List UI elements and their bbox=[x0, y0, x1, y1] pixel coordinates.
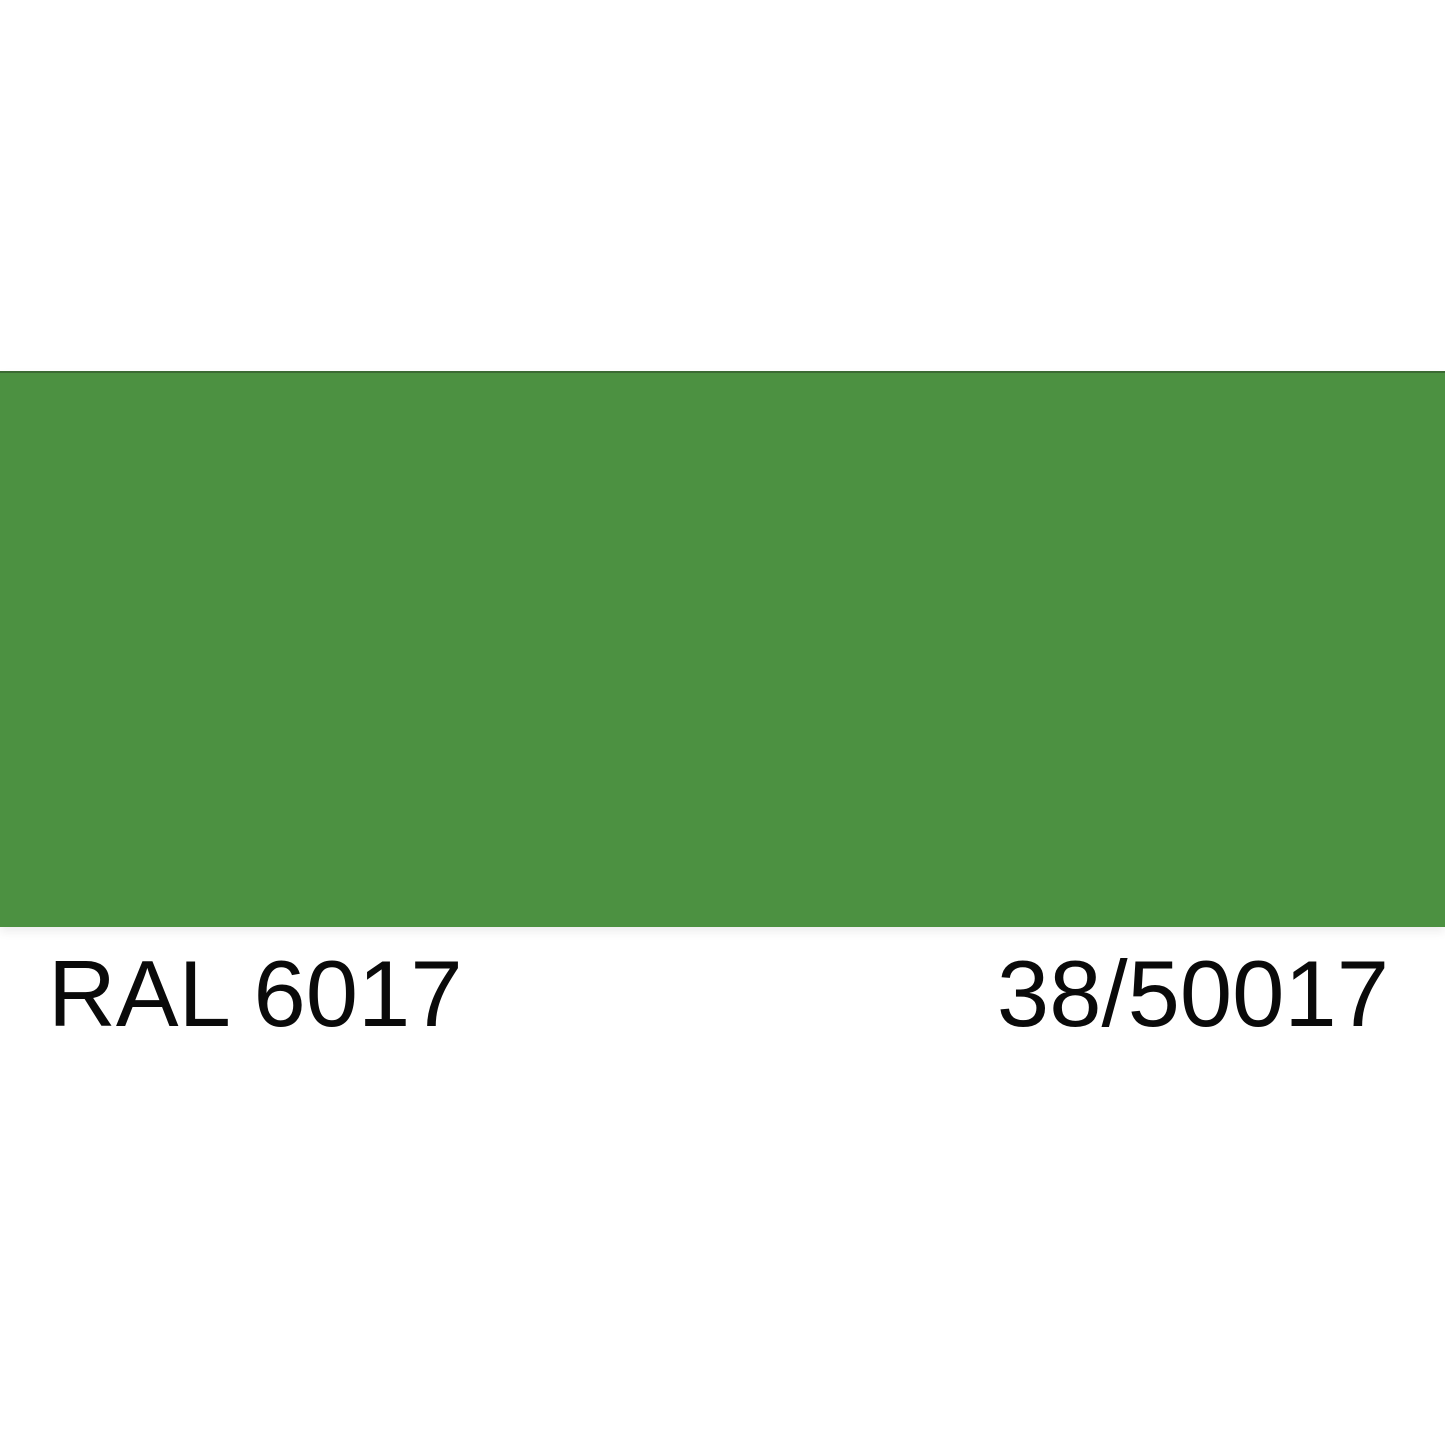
ral-code-label: RAL 6017 bbox=[48, 941, 463, 1046]
color-swatch-rectangle bbox=[0, 371, 1445, 927]
swatch-labels-row: RAL 6017 38/50017 bbox=[0, 944, 1445, 1054]
secondary-code-label: 38/50017 bbox=[996, 941, 1389, 1046]
